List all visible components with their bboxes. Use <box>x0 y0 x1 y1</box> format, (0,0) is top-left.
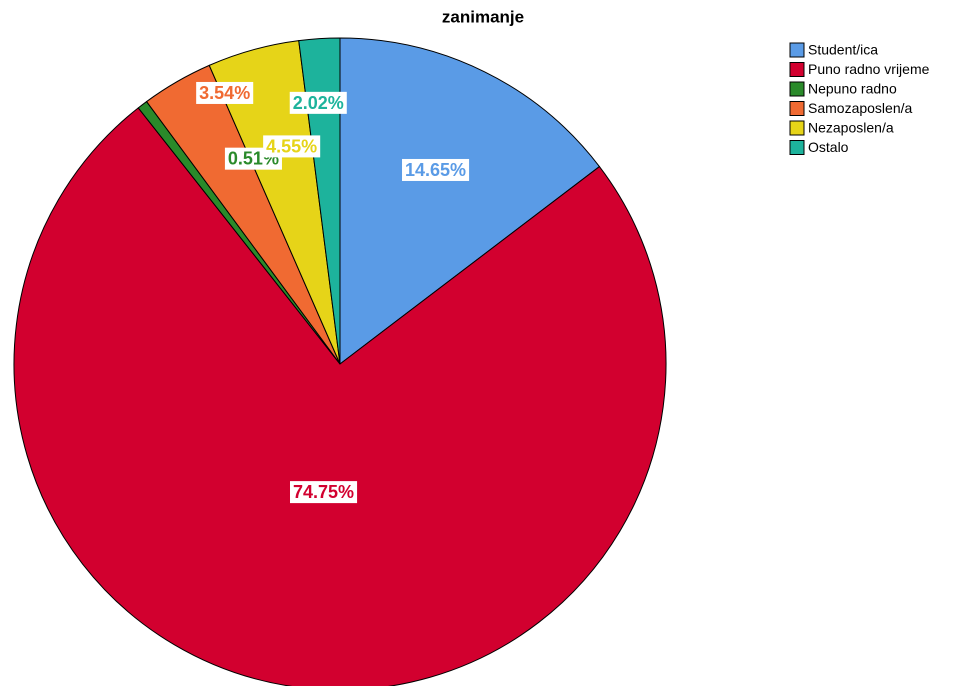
data-label-bg <box>402 158 470 181</box>
legend-swatch <box>789 120 805 136</box>
legend-swatch <box>789 140 805 155</box>
legend-swatch <box>789 101 805 116</box>
legend-label: Nezaposlen/a <box>808 120 894 136</box>
legend-swatch <box>789 62 805 77</box>
pie-slice <box>298 37 341 365</box>
data-label-bg <box>290 481 358 504</box>
legend-label: Samozaposlen/a <box>808 100 913 116</box>
data-label-bg <box>263 135 321 158</box>
data-label-text: 14.65% <box>405 160 466 180</box>
pie-slice <box>13 107 667 686</box>
data-label-bg <box>289 91 347 114</box>
legend-swatch <box>789 42 805 58</box>
legend-swatch <box>789 81 805 97</box>
legend-label: Ostalo <box>808 139 849 155</box>
data-label: 4.55% <box>263 135 321 158</box>
data-label: 74.75% <box>290 481 358 504</box>
data-label: 2.02% <box>289 91 347 114</box>
data-label: 14.65% <box>402 158 470 181</box>
data-label-text: 74.75% <box>293 482 354 502</box>
pie-slice <box>339 37 601 366</box>
chart-title: zanimanje <box>442 7 524 26</box>
data-label-bg <box>196 81 254 104</box>
legend-label: Puno radno vrijeme <box>808 61 930 77</box>
legend-label: Student/ica <box>808 42 878 58</box>
data-label: 3.54% <box>196 81 254 104</box>
data-label-text: 3.54% <box>199 83 250 103</box>
legend-label: Nepuno radno <box>808 81 897 97</box>
data-label-text: 2.02% <box>293 93 344 113</box>
data-label-text: 4.55% <box>266 136 317 156</box>
